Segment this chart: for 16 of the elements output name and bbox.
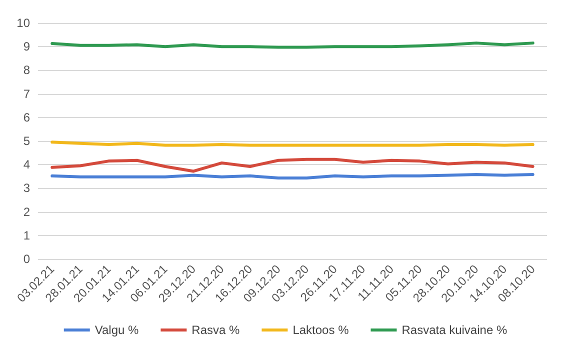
y-tick-label: 0 <box>23 252 30 266</box>
y-tick-label: 1 <box>23 228 30 242</box>
y-tick-label: 3 <box>23 181 30 196</box>
y-tick-label: 8 <box>23 63 30 78</box>
y-tick-label: 9 <box>23 40 30 54</box>
legend-label: Valgu % <box>94 323 140 337</box>
line-series <box>50 158 534 173</box>
y-tick-label: 6 <box>23 110 30 124</box>
y-tick-label: 5 <box>23 134 30 148</box>
legend-label: Rasva % <box>192 323 240 337</box>
y-tick-label: 10 <box>16 16 30 30</box>
legend-label: Rasvata kuivaine % <box>402 323 508 337</box>
y-tick-label: 2 <box>23 204 30 219</box>
y-tick-label: 4 <box>23 158 30 172</box>
y-tick-label: 7 <box>23 86 30 101</box>
legend-label: Laktoos % <box>292 323 350 337</box>
